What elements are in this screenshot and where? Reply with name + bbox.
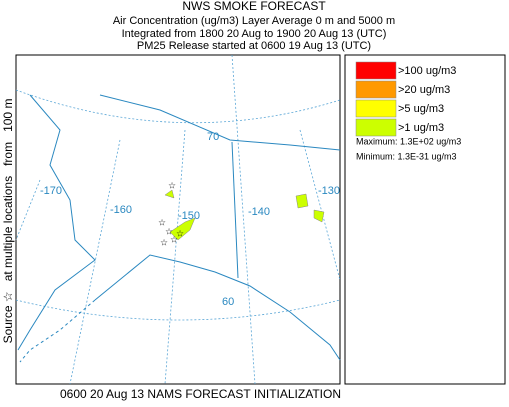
smoke-plume xyxy=(169,217,196,241)
subtitle: Air Concentration (ug/m3) Layer Average … xyxy=(113,15,395,27)
parallel xyxy=(15,89,341,124)
title: NWS SMOKE FORECAST xyxy=(182,0,326,13)
meridian xyxy=(164,129,186,385)
legend-label: >100 ug/m3 xyxy=(398,65,456,77)
smoke-plume xyxy=(164,189,175,199)
svg-text:☆: ☆ xyxy=(176,228,184,238)
meridian xyxy=(231,54,256,385)
legend-swatch xyxy=(355,80,397,99)
legend-label: >5 ug/m3 xyxy=(398,103,444,115)
legend: >100 ug/m3 >20 ug/m3 >5 ug/m3 >1 ug/m3 Maxim… xyxy=(355,61,461,161)
graticule-label: -160 xyxy=(110,204,132,216)
svg-text:☆: ☆ xyxy=(168,180,176,190)
graticule-label: -130 xyxy=(318,185,340,197)
meridian xyxy=(69,139,121,385)
coastline xyxy=(17,94,96,351)
coastline xyxy=(99,94,341,151)
svg-text:☆: ☆ xyxy=(170,234,178,244)
graticule-label: -140 xyxy=(248,206,270,218)
parallel xyxy=(15,299,341,321)
legend-swatch xyxy=(355,118,397,137)
legend-minimum: Minimum: 1.3E-31 ug/m3 xyxy=(356,151,457,161)
legend-label: >20 ug/m3 xyxy=(398,84,450,96)
meridian xyxy=(15,179,41,241)
graticule-label: -150 xyxy=(178,210,200,222)
svg-text:☆: ☆ xyxy=(160,237,168,247)
sources: ☆☆☆ ☆☆ ☆ xyxy=(158,180,184,247)
graticule-labels: -170 -160 -150 -140 -130 70 60 xyxy=(40,131,340,308)
coastline xyxy=(94,254,341,361)
svg-text:☆: ☆ xyxy=(165,226,173,236)
meridian xyxy=(299,129,341,281)
graticule-label: 70 xyxy=(207,131,219,143)
footer: 0600 20 Aug 13 NAMS FORECAST INITIALIZAT… xyxy=(60,387,341,401)
legend-maximum: Maximum: 1.3E+02 ug/m3 xyxy=(356,136,461,146)
svg-text:☆: ☆ xyxy=(158,217,166,227)
subtitle: PM25 Release started at 0600 19 Aug 13 (… xyxy=(137,40,371,52)
graticule-label: -170 xyxy=(40,185,62,197)
graticule-label: 60 xyxy=(222,296,234,308)
side-label: Source ☆ at multiple locations from 100 … xyxy=(1,99,15,344)
subtitle: Integrated from 1800 20 Aug to 1900 20 A… xyxy=(122,28,387,40)
legend-swatch xyxy=(355,99,397,118)
smoke-plume xyxy=(295,193,309,209)
legend-swatch xyxy=(355,61,397,80)
border xyxy=(231,141,239,279)
legend-label: >1 ug/m3 xyxy=(398,122,444,134)
smoke-plume xyxy=(313,209,325,223)
